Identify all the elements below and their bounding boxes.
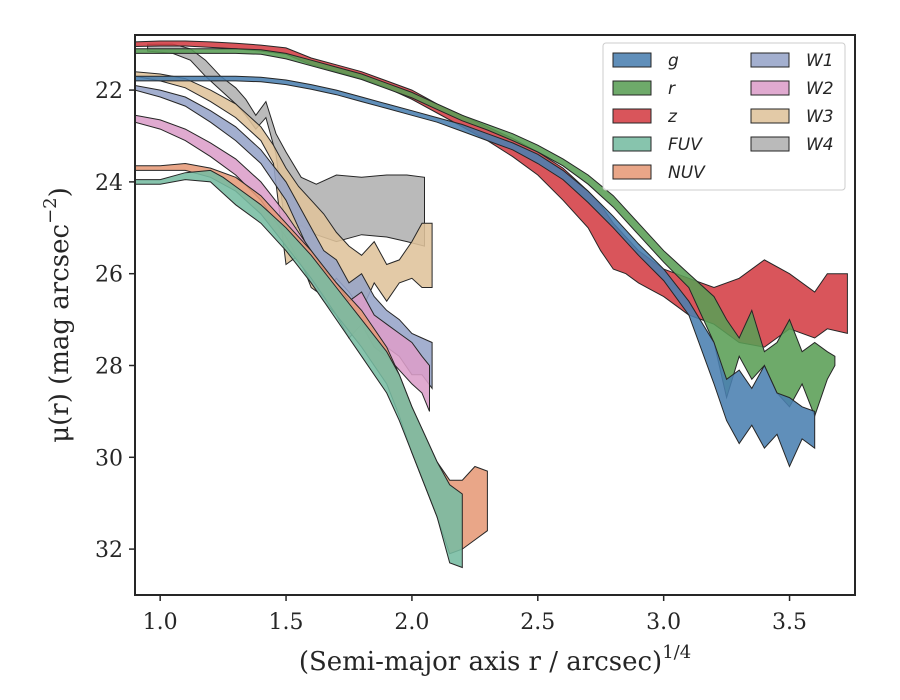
series-band-fuv [135,169,463,569]
x-tick-label: 3.0 [646,610,681,635]
legend-swatch-w1 [750,52,790,68]
x-tick-label: 3.5 [772,610,807,635]
y-tick-label: 26 [95,263,123,288]
legend-box [602,42,846,191]
x-tick-label: 2.5 [520,610,555,635]
legend-label-w3: W3 [806,107,834,127]
x-axis-title: (Semi-major axis r / arcsec)1/4 [299,642,691,677]
plot-frame [134,34,856,596]
series-band-g [135,75,816,468]
y-tick-label: 24 [95,171,123,196]
legend-label-z: z [667,107,678,127]
x-tick-label: 2.0 [394,610,429,635]
legend-swatch-nuv [612,164,652,180]
legend: grz FUV NUV W1 W2 W3 W4 [602,42,846,191]
legend-swatch-w2 [750,80,790,96]
legend-swatch-fuv [612,136,652,152]
legend-label-r: r [668,79,676,99]
legend-label-w4: W4 [806,135,834,155]
legend-swatch-w3 [750,108,790,124]
legend-label-nuv: NUV [668,163,706,183]
axis-layer: 1.0 1.5 2.0 2.5 3.0 3.5 22 24 26 28 30 32 [95,34,856,635]
legend-label-fuv: FUV [668,135,703,155]
y-axis-title: μ(r) (mag arcsec−2) [40,187,75,443]
legend-label-w1: W1 [806,51,834,71]
legend-label-w2: W2 [806,79,834,99]
legend-swatch-z [612,108,652,124]
y-tick-label: 32 [95,538,123,563]
series-band-r [135,48,836,418]
y-tick-label: 28 [95,354,123,379]
legend-label-g: g [668,51,679,71]
legend-swatch-r [612,80,652,96]
x-tick-label: 1.5 [269,610,304,635]
legend-swatch-g [612,52,652,68]
legend-swatch-w4 [750,136,790,152]
series-layer [135,40,848,569]
x-tick-label: 1.0 [143,610,178,635]
y-tick-label: 22 [95,79,123,104]
y-tick-label: 30 [95,446,123,471]
